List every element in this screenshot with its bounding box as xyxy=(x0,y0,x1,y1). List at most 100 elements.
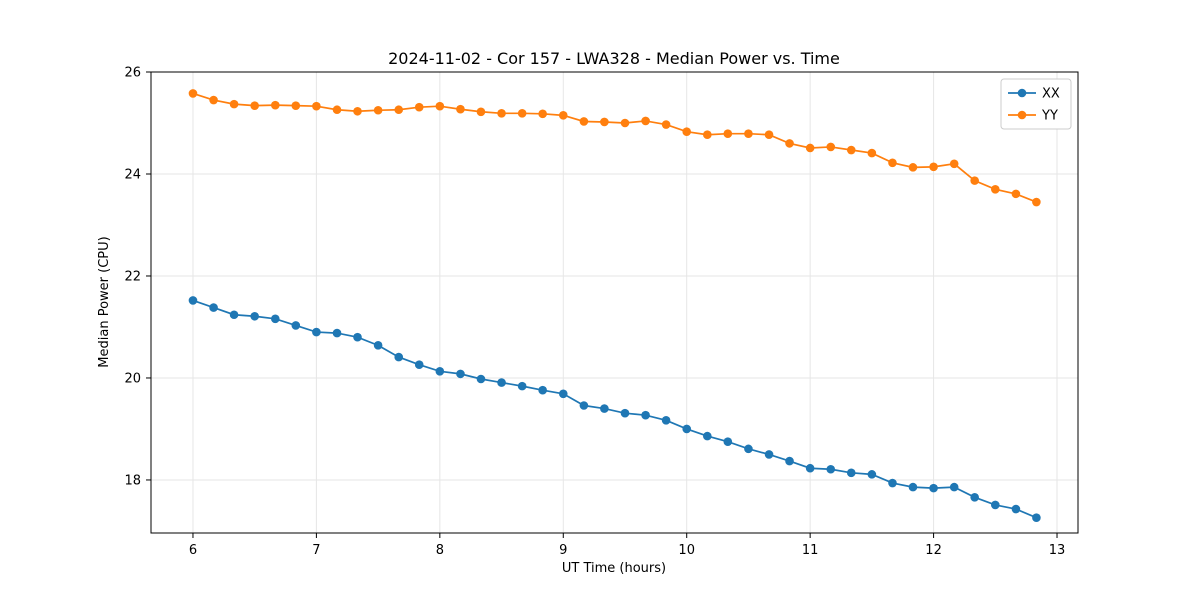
series-yy-marker xyxy=(332,105,342,115)
y-tick-label: 26 xyxy=(124,66,141,81)
series-xx-marker xyxy=(291,321,301,330)
series-yy-marker xyxy=(250,101,259,110)
series-xx-marker xyxy=(949,482,959,492)
series-xx-marker xyxy=(270,314,280,324)
series-yy-marker xyxy=(456,104,465,114)
series-yy-marker xyxy=(497,109,506,118)
x-tick-label: 10 xyxy=(678,543,695,558)
series-xx-marker xyxy=(250,311,259,321)
series-xx-marker xyxy=(888,478,897,488)
x-tick-label: 7 xyxy=(312,543,320,558)
series-yy-marker xyxy=(558,111,568,120)
series-layer xyxy=(188,89,1041,523)
series-yy-marker xyxy=(764,130,774,140)
series-yy-marker xyxy=(1011,189,1021,199)
x-tick-label: 9 xyxy=(559,543,567,558)
series-yy-marker xyxy=(826,142,836,152)
series-xx-marker xyxy=(497,378,506,387)
series-xx-marker xyxy=(1032,513,1041,523)
series-xx-marker xyxy=(538,385,547,395)
series-yy-marker xyxy=(641,116,650,126)
series-xx-marker xyxy=(867,470,877,479)
grid-layer xyxy=(151,71,1078,533)
series-xx-marker xyxy=(579,401,589,410)
series-xx-marker xyxy=(929,483,938,493)
tick-layer: 6 7 8 9 10 11 12 13 18 20 22 24 26 xyxy=(124,66,1065,559)
series-xx-marker xyxy=(332,328,342,338)
series-yy-marker xyxy=(908,163,918,172)
series-yy-marker xyxy=(723,129,733,139)
series-yy-marker xyxy=(682,127,692,136)
series-yy-line xyxy=(192,92,1037,203)
series-yy-marker xyxy=(1032,197,1041,207)
plot-border xyxy=(150,71,1079,534)
y-tick-label: 24 xyxy=(124,167,141,182)
series-xx-marker xyxy=(970,493,979,502)
series-yy-marker xyxy=(209,95,218,105)
x-tick-label: 12 xyxy=(925,543,942,558)
series-xx-marker xyxy=(620,408,630,418)
series-yy-marker xyxy=(373,105,383,115)
series-xx-marker xyxy=(785,456,794,466)
legend-label-xx: XX xyxy=(1042,87,1060,102)
series-yy-marker xyxy=(394,105,404,115)
series-yy-marker xyxy=(867,148,877,158)
series-yy-marker xyxy=(703,130,712,140)
series-xx-marker xyxy=(600,404,609,413)
series-yy-marker xyxy=(414,102,424,112)
series-yy-marker xyxy=(990,184,1000,194)
y-axis-label: Median Power (CPU) xyxy=(97,236,112,367)
series-yy-marker xyxy=(970,176,979,185)
series-yy-marker xyxy=(353,106,362,116)
x-tick-label: 13 xyxy=(1049,543,1066,558)
series-yy-marker xyxy=(846,145,856,155)
series-yy-marker xyxy=(312,101,321,111)
legend-marker-yy xyxy=(1017,110,1027,120)
series-xx-marker xyxy=(394,352,404,362)
series-xx-marker xyxy=(723,437,733,447)
series-xx-marker xyxy=(990,500,1000,510)
series-xx-marker xyxy=(476,374,486,384)
series-yy-marker xyxy=(949,159,959,169)
legend-label-yy: YY xyxy=(1041,109,1058,124)
series-yy-marker xyxy=(888,158,897,168)
x-axis-label: UT Time (hours) xyxy=(562,561,666,576)
series-yy-marker xyxy=(517,109,527,118)
series-xx-marker xyxy=(353,332,362,342)
series-yy-marker xyxy=(229,99,239,109)
series-xx-marker xyxy=(661,415,671,425)
x-tick-label: 8 xyxy=(436,543,444,558)
legend: XX YY xyxy=(1000,78,1072,130)
series-xx-marker xyxy=(703,431,712,441)
series-yy-marker xyxy=(538,109,547,119)
series-xx-marker xyxy=(188,296,198,305)
series-xx-marker xyxy=(373,341,383,350)
series-yy-marker xyxy=(476,107,486,117)
series-xx-marker xyxy=(805,463,815,473)
series-xx-marker xyxy=(1011,504,1021,514)
series-xx-marker xyxy=(312,327,321,337)
series-xx-marker xyxy=(209,303,218,312)
series-yy-marker xyxy=(579,117,589,126)
series-yy-marker xyxy=(600,117,609,127)
series-yy-marker xyxy=(291,101,301,110)
x-tick-label: 11 xyxy=(802,543,819,558)
series-xx-marker xyxy=(435,367,445,376)
series-xx-marker xyxy=(517,381,527,391)
legend-box xyxy=(1000,78,1072,130)
y-tick-label: 20 xyxy=(124,371,141,386)
series-xx-marker xyxy=(764,450,774,459)
series-yy-marker xyxy=(270,100,280,110)
x-tick-label: 6 xyxy=(189,543,197,558)
chart-title: 2024-11-02 - Cor 157 - LWA328 - Median P… xyxy=(388,49,840,68)
series-xx-marker xyxy=(744,444,753,454)
series-yy-marker xyxy=(435,101,445,111)
series-xx-marker xyxy=(456,369,465,379)
series-xx-marker xyxy=(908,482,918,492)
series-xx-marker xyxy=(826,464,836,474)
series-xx-marker xyxy=(414,360,424,370)
series-xx-marker xyxy=(682,424,692,434)
series-xx-marker xyxy=(846,468,856,478)
